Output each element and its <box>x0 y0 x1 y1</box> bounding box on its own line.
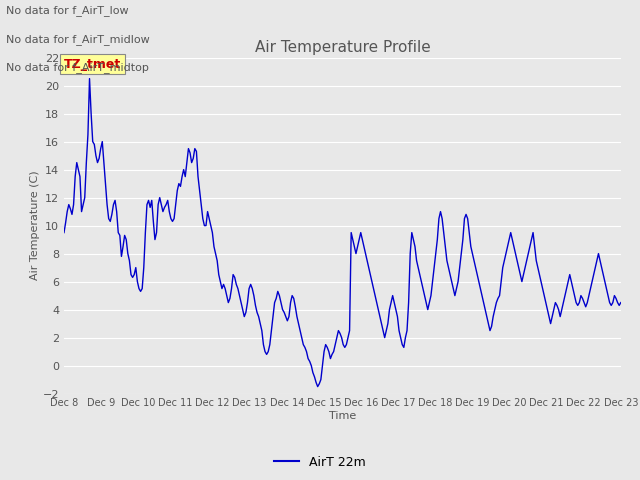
Text: No data for f_AirT_low: No data for f_AirT_low <box>6 5 129 16</box>
Text: No data for f_AirT_midtop: No data for f_AirT_midtop <box>6 62 149 73</box>
Legend: AirT 22m: AirT 22m <box>269 451 371 474</box>
Text: No data for f_AirT_midlow: No data for f_AirT_midlow <box>6 34 150 45</box>
Text: TZ_tmet: TZ_tmet <box>64 58 121 71</box>
Title: Air Temperature Profile: Air Temperature Profile <box>255 40 430 55</box>
Y-axis label: Air Temperature (C): Air Temperature (C) <box>30 171 40 280</box>
X-axis label: Time: Time <box>329 411 356 421</box>
